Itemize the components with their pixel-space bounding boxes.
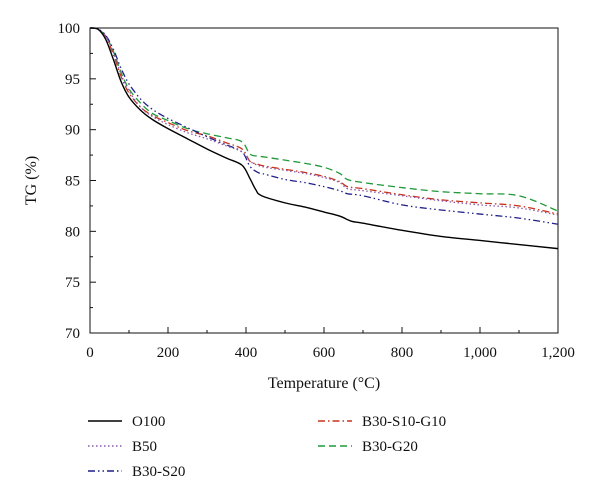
y-tick-label: 85 (65, 174, 80, 190)
x-axis-title: Temperature (°C) (268, 375, 380, 392)
x-tick-label: 1,200 (541, 345, 575, 361)
legend: O100 B50 B30-S20 B30-S10-G10 B30-G20 (88, 414, 446, 480)
plot-frame (89, 27, 559, 334)
y-tick-label: 75 (65, 275, 80, 291)
legend-label-o100: O100 (132, 414, 165, 430)
y-axis-title: TG (%) (23, 156, 40, 205)
x-tick-label: 200 (157, 345, 180, 361)
series-lines (89, 27, 559, 250)
y-tick-label: 90 (65, 123, 80, 139)
y-tick-label: 80 (65, 224, 80, 240)
legend-label-b30-g20: B30-G20 (362, 439, 418, 455)
y-tick-label: 100 (58, 21, 81, 37)
y-tick-label: 95 (65, 72, 80, 88)
tick-labels: 70 75 80 85 90 95 100 0 200 400 600 800 1,000 1,200 (58, 21, 575, 361)
x-tick-label: 400 (235, 345, 258, 361)
legend-label-b50: B50 (132, 439, 157, 455)
legend-label-b30-s20: B30-S20 (132, 464, 185, 480)
series-line-o100 (89, 27, 559, 250)
x-tick-label: 600 (313, 345, 336, 361)
axes (89, 27, 559, 334)
y-tick-label: 70 (65, 326, 80, 342)
series-line-b30-s20 (89, 27, 559, 225)
x-tick-label: 0 (86, 345, 94, 361)
x-tick-label: 1,000 (463, 345, 497, 361)
series-line-b30-g20 (89, 27, 559, 212)
x-tick-label: 800 (391, 345, 414, 361)
legend-label-b30-s10-g10: B30-S10-G10 (362, 414, 446, 430)
series-line-b30-s10-g10 (89, 27, 559, 215)
